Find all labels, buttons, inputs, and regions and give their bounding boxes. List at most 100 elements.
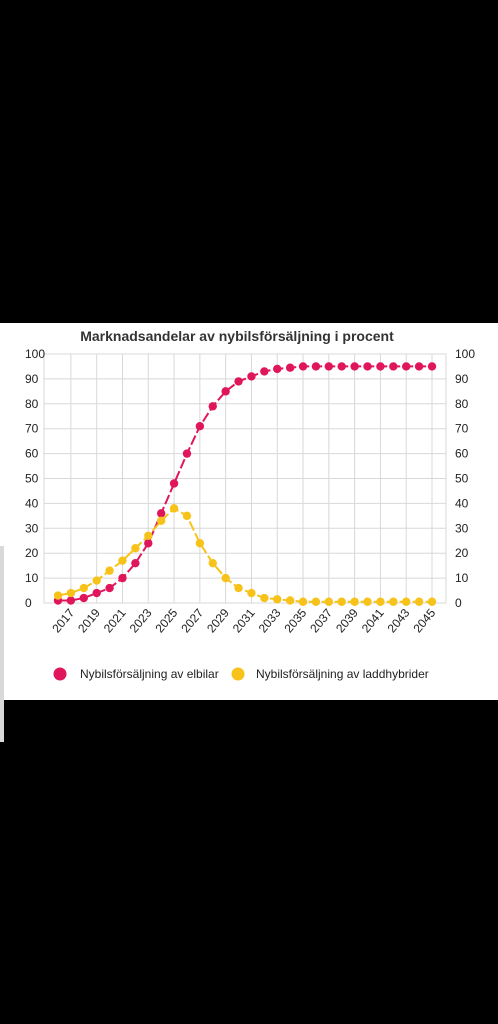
y-tick-label-right: 100	[455, 347, 475, 361]
series-phev-point	[285, 596, 295, 605]
series-ev-point	[414, 362, 424, 371]
chart-panel: Marknadsandelar av nybilsförsäljning i p…	[0, 323, 498, 700]
series-phev-point	[311, 597, 321, 606]
series-ev-point	[376, 362, 385, 371]
series-ev-point	[195, 422, 205, 431]
x-tick-label: 2017	[49, 606, 77, 636]
y-tick-label-left: 20	[25, 546, 39, 560]
series-phev-line	[57, 507, 432, 603]
y-tick-label-left: 50	[25, 472, 39, 486]
series-phev-point	[144, 531, 153, 540]
x-tick-label: 2019	[75, 606, 103, 636]
series-ev-point	[247, 372, 256, 381]
y-tick-label-left: 30	[25, 521, 39, 535]
y-tick-label-right: 60	[455, 447, 469, 461]
y-tick-label-right: 90	[455, 372, 469, 386]
y-tick-label-left: 90	[25, 372, 39, 386]
series-phev-point	[131, 544, 140, 553]
series-phev-point	[260, 593, 269, 603]
series-ev-point	[337, 362, 346, 371]
series-ev-point	[273, 364, 282, 374]
plot-border	[43, 353, 447, 604]
series-ev-point	[363, 362, 372, 371]
series-ev-point	[402, 362, 411, 371]
series-phev-point	[195, 539, 205, 548]
series-ev-point	[311, 362, 321, 371]
y-tick-label-right: 50	[455, 472, 469, 486]
y-tick-label-right: 80	[455, 397, 469, 411]
y-tick-label-left: 40	[25, 496, 39, 510]
series-phev-point	[182, 511, 192, 521]
series-phev-point	[53, 591, 63, 600]
x-tick-label: 2039	[333, 606, 361, 636]
series-ev-point	[324, 362, 334, 371]
series-ev-point	[156, 509, 166, 518]
series-ev	[53, 362, 437, 605]
y-tick-label-right: 40	[455, 496, 469, 510]
line-chart: Marknadsandelar av nybilsförsäljning i p…	[25, 328, 475, 681]
series-phev-point	[337, 597, 346, 606]
series-phev-point	[350, 597, 359, 606]
x-tick-label: 2033	[256, 606, 284, 636]
series-phev-point	[105, 566, 114, 575]
series-ev-point	[427, 362, 437, 371]
series-phev-point	[66, 588, 76, 598]
series-ev-point	[208, 402, 217, 411]
x-axis: 2017201920212023202520272029203120332035…	[49, 606, 438, 636]
x-tick-label: 2021	[101, 606, 129, 636]
y-axis-left: 0 10 20 30 40 50 60 70 80 90 100	[25, 347, 45, 610]
y-tick-label-right: 0	[455, 596, 462, 610]
series-phev-point	[402, 597, 411, 606]
chart-title: Marknadsandelar av nybilsförsäljning i p…	[80, 328, 394, 344]
y-tick-label-right: 20	[455, 546, 469, 560]
series-group	[53, 362, 437, 606]
series-phev-point	[273, 595, 282, 604]
series-phev-point	[376, 597, 385, 606]
series-ev-line	[58, 365, 432, 602]
y-tick-label-left: 70	[25, 422, 39, 436]
series-ev-point	[66, 596, 76, 605]
x-tick-label: 2027	[178, 606, 206, 636]
series-phev-point	[208, 558, 217, 568]
grid	[43, 353, 447, 604]
series-ev-point	[389, 362, 398, 371]
y-tick-label-right: 30	[455, 521, 469, 535]
series-ev-point	[144, 539, 153, 548]
x-tick-label: 2045	[410, 606, 438, 636]
x-tick-label: 2043	[385, 606, 413, 636]
legend-label-ev: Nybilsförsäljning av elbilar	[80, 667, 219, 681]
series-ev-point	[234, 377, 243, 386]
x-tick-label: 2025	[152, 606, 180, 636]
series-ev-point	[260, 367, 269, 376]
x-tick-label: 2041	[359, 606, 387, 636]
x-tick-label: 2035	[281, 606, 309, 636]
series-phev-point	[221, 573, 230, 583]
series-phev-point	[169, 504, 179, 513]
y-tick-label-right: 70	[455, 422, 469, 436]
x-tick-label: 2023	[127, 606, 155, 636]
y-tick-label-left: 10	[25, 571, 39, 585]
series-phev	[53, 504, 437, 606]
legend: Nybilsförsäljning av elbilar Nybilsförsä…	[53, 667, 429, 681]
series-phev-point	[389, 597, 398, 606]
series-ev-point	[298, 362, 308, 371]
series-phev-point	[79, 583, 88, 593]
legend-marker-phev	[231, 667, 245, 681]
series-phev-point	[156, 516, 166, 526]
series-ev-point	[221, 387, 230, 396]
x-tick-label: 2029	[204, 606, 232, 636]
series-ev-point	[169, 479, 179, 488]
series-phev-point	[247, 588, 256, 598]
legend-marker-ev	[53, 667, 67, 681]
series-ev-point	[79, 593, 88, 603]
legend-label-phev: Nybilsförsäljning av laddhybrider	[256, 667, 429, 681]
series-phev-point	[92, 576, 101, 585]
series-phev-point	[427, 597, 437, 606]
series-ev-point	[182, 449, 192, 458]
y-tick-label-left: 0	[25, 596, 32, 610]
y-axis-right: 0 10 20 30 40 50 60 70 80 90 100	[455, 347, 475, 610]
series-phev-point	[234, 583, 243, 593]
y-tick-label-right: 10	[455, 571, 469, 585]
edge-strip	[0, 546, 4, 742]
series-phev-point	[298, 597, 308, 606]
